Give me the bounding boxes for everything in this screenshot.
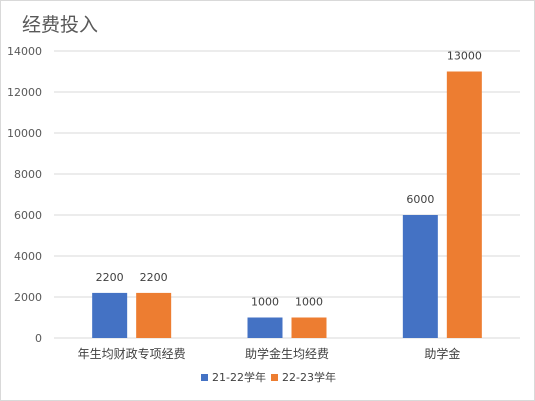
y-tick-label: 4000 xyxy=(14,250,42,263)
category-label: 助学金 xyxy=(424,346,460,361)
x-axis: 年生均财政专项经费 助学金生均经费 助学金 xyxy=(78,346,461,361)
y-axis: 0 2000 4000 6000 8000 10000 12000 14000 xyxy=(7,45,42,345)
bar xyxy=(291,317,327,338)
category-label: 助学金生均经费 xyxy=(245,346,329,361)
category-label: 年生均财政专项经费 xyxy=(78,346,186,361)
data-label: 1000 xyxy=(295,296,323,309)
bar xyxy=(92,292,128,338)
legend-swatch xyxy=(201,374,208,381)
bar xyxy=(402,215,438,338)
data-label: 13000 xyxy=(447,50,482,63)
legend-label: 21-22学年 xyxy=(212,370,266,384)
bar xyxy=(247,317,283,338)
legend-swatch xyxy=(271,374,278,381)
bar xyxy=(136,292,172,338)
bars: 2200 2200 1000 1000 6000 13000 xyxy=(92,50,482,338)
data-label: 1000 xyxy=(251,296,279,309)
data-label: 2200 xyxy=(96,271,124,284)
legend: 21-22学年 22-23学年 xyxy=(201,370,336,384)
y-tick-label: 2000 xyxy=(14,291,42,304)
chart-title: 经费投入 xyxy=(22,14,99,36)
y-tick-label: 8000 xyxy=(14,168,42,181)
legend-label: 22-23学年 xyxy=(282,370,336,384)
y-tick-label: 14000 xyxy=(7,45,42,58)
y-tick-label: 6000 xyxy=(14,209,42,222)
data-label: 2200 xyxy=(140,271,168,284)
data-label: 6000 xyxy=(406,193,434,206)
gridlines xyxy=(54,50,520,339)
y-tick-label: 12000 xyxy=(7,86,42,99)
y-tick-label: 0 xyxy=(35,332,42,345)
y-tick-label: 10000 xyxy=(7,127,42,140)
bar xyxy=(446,71,482,338)
